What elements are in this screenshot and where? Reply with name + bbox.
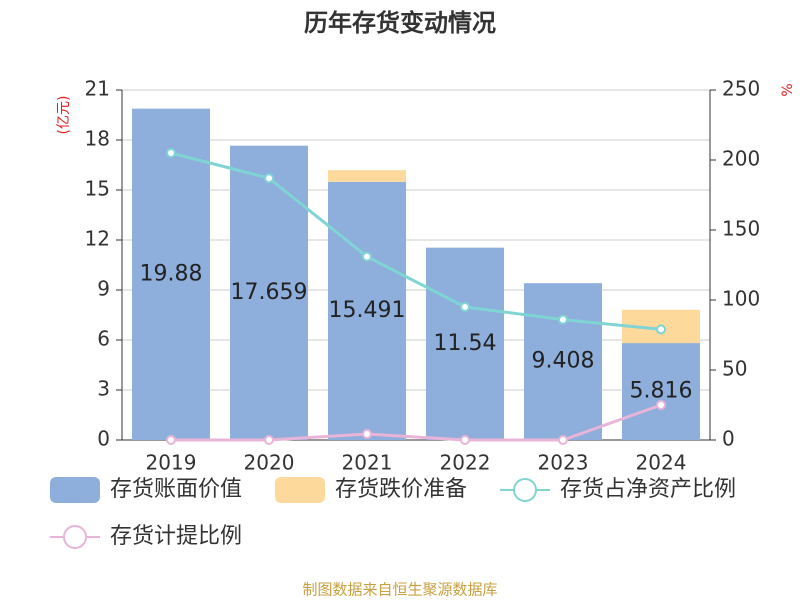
y-tick-label: 21 [85,77,110,101]
line [171,403,662,442]
y2-tick-label: 0 [722,427,735,451]
bar [132,108,210,441]
x-tick-label: 2024 [636,451,687,475]
legend-label: 存货账面价值 [110,477,242,502]
legend-swatch [50,477,100,503]
y-tick-label: 0 [97,427,110,451]
value-label: 19.88 [140,261,203,286]
bar [328,181,406,441]
line-point [656,324,666,335]
bar [328,170,406,182]
bar [524,283,602,440]
legend-marker [513,478,537,502]
y-tick-label: 12 [85,227,110,251]
value-label: 17.659 [231,280,308,305]
chart-title: 历年存货变动情况 [304,9,496,37]
y-unit: (亿元) [56,96,72,135]
legend-label: 存货占净资产比例 [560,477,736,502]
y2-tick-label: 50 [722,357,747,381]
line-point [264,173,274,184]
y2-tick-label: 250 [722,77,760,101]
source-note: 制图数据来自恒生聚源数据库 [302,581,497,599]
line-point [558,435,568,445]
y-tick-label: 6 [97,327,110,351]
x-tick-label: 2019 [146,451,197,475]
x-tick-label: 2023 [538,451,589,475]
x-tick-label: 2021 [342,451,393,475]
line [170,151,662,331]
y-tick-label: 3 [97,377,110,401]
line-point [264,435,274,445]
bar [426,247,504,440]
legend-marker [63,525,87,549]
x-tick-label: 2022 [440,451,491,475]
y-tick-label: 18 [85,127,110,151]
legend-label: 存货计提比例 [110,524,242,549]
line-point [166,148,176,158]
line-point [558,314,568,325]
y2-tick-label: 150 [722,217,760,241]
line-point [166,435,176,445]
value-label: 5.816 [630,379,693,404]
line-point [460,435,470,445]
bar [230,145,308,440]
legend-swatch [275,477,325,503]
y-tick-label: 15 [85,177,110,201]
value-label: 15.491 [329,298,406,323]
value-label: 9.408 [532,349,595,374]
y2-unit: % [780,83,796,96]
legend-label: 存货跌价准备 [335,477,467,502]
y2-tick-label: 200 [722,147,760,171]
y2-tick-label: 100 [722,287,760,311]
bar [622,343,700,440]
x-tick-label: 2020 [244,451,295,475]
line-point [362,251,372,262]
value-label: 11.54 [434,331,497,356]
line-point [362,428,372,439]
line-point [656,400,666,410]
line-point [460,302,470,312]
y-tick-label: 9 [97,277,110,301]
